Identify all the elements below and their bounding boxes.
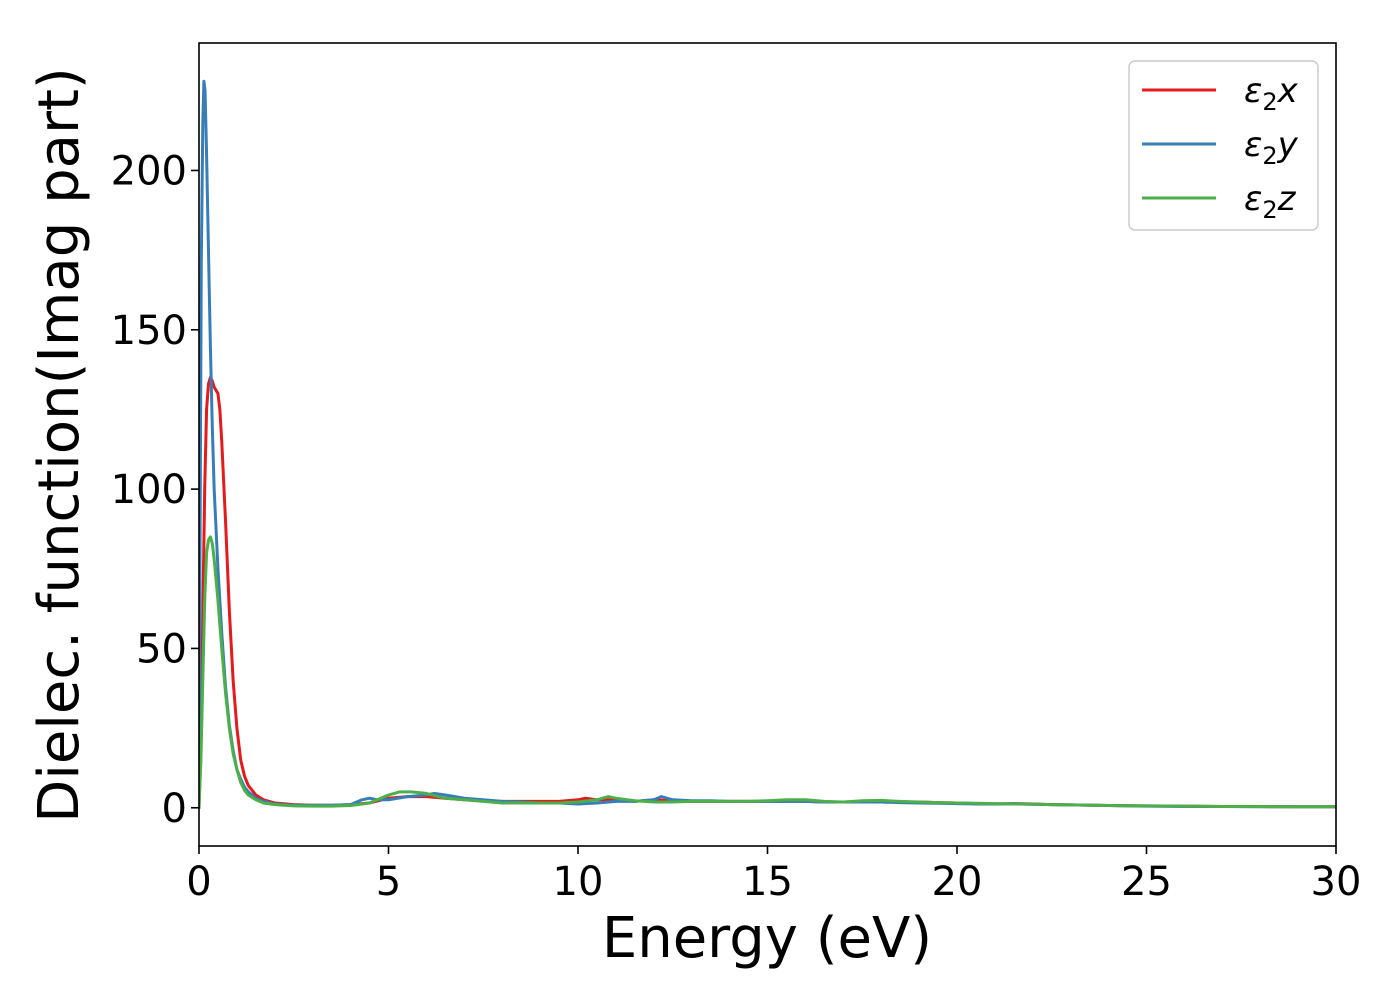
x-axis-label: Energy (eV) [602,906,932,971]
y-tick-label: 50 [136,626,187,672]
series-layer [199,79,1336,810]
x-tick-label: 5 [376,859,401,905]
legend-label-x: ε2x [1244,71,1299,116]
y-axis-ticks: 0 50 100 150 200 [111,148,199,832]
legend-label-y: ε2y [1244,125,1299,170]
series-line-z [199,535,1336,810]
y-tick-label: 200 [111,148,187,194]
y-tick-label: 100 [111,467,187,513]
x-tick-label: 30 [1311,859,1362,905]
x-tick-label: 15 [742,859,793,905]
y-tick-label: 150 [111,308,187,354]
legend: ε2x ε2y ε2z [1128,60,1319,231]
x-tick-label: 20 [932,859,983,905]
x-tick-label: 10 [553,859,604,905]
legend-label-z: ε2z [1244,179,1297,224]
x-axis-ticks: 0 5 10 15 20 25 30 [186,846,1361,905]
y-axis-label: Dielec. function(Imag part) [27,67,92,823]
y-tick-label: 0 [162,786,187,832]
x-tick-label: 25 [1121,859,1172,905]
x-tick-label: 0 [186,859,211,905]
legend-box [1128,60,1319,231]
